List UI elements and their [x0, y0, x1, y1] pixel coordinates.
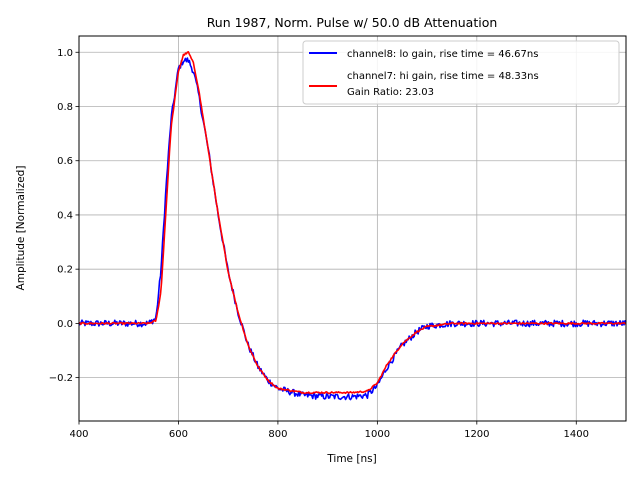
- y-tick-label: 0.8: [57, 102, 73, 113]
- y-tick-label: 0.4: [57, 210, 73, 221]
- legend: channel8: lo gain, rise time = 46.67ns c…: [302, 40, 620, 105]
- x-tick-label: 800: [268, 429, 287, 440]
- series-layer: [78, 51, 627, 401]
- grid: [78, 36, 626, 421]
- y-tick-label: 1.0: [57, 48, 73, 59]
- y-tick-label: 0.2: [57, 265, 73, 276]
- x-tick-label: 1400: [564, 429, 589, 440]
- legend-box: [302, 40, 620, 105]
- y-tick-label: −0.2: [49, 373, 73, 384]
- x-tick-label: 1200: [464, 429, 489, 440]
- plot-frame: [78, 35, 627, 422]
- legend-label-channel8: channel8: lo gain, rise time = 46.67ns: [347, 49, 538, 60]
- x-tick-label: 600: [169, 429, 188, 440]
- x-tick-label: 1000: [365, 429, 390, 440]
- ticks: 400 600 800 1000 1200 1400 −0.2 0.0 0.2 0.4 0.6 0.8…: [49, 48, 589, 440]
- x-axis-title: Time [ns]: [326, 453, 376, 465]
- y-tick-label: 0.6: [57, 156, 73, 167]
- series-line-1: [78, 51, 627, 395]
- x-tick-label: 400: [69, 429, 88, 440]
- legend-label-gain-ratio: Gain Ratio: 23.03: [347, 87, 434, 98]
- y-axis-title: Amplitude [Normalized]: [15, 166, 27, 291]
- y-tick-label: 0.0: [57, 319, 73, 330]
- legend-label-channel7: channel7: hi gain, rise time = 48.33ns: [347, 71, 539, 82]
- chart-title: Run 1987, Norm. Pulse w/ 50.0 dB Attenua…: [207, 15, 498, 30]
